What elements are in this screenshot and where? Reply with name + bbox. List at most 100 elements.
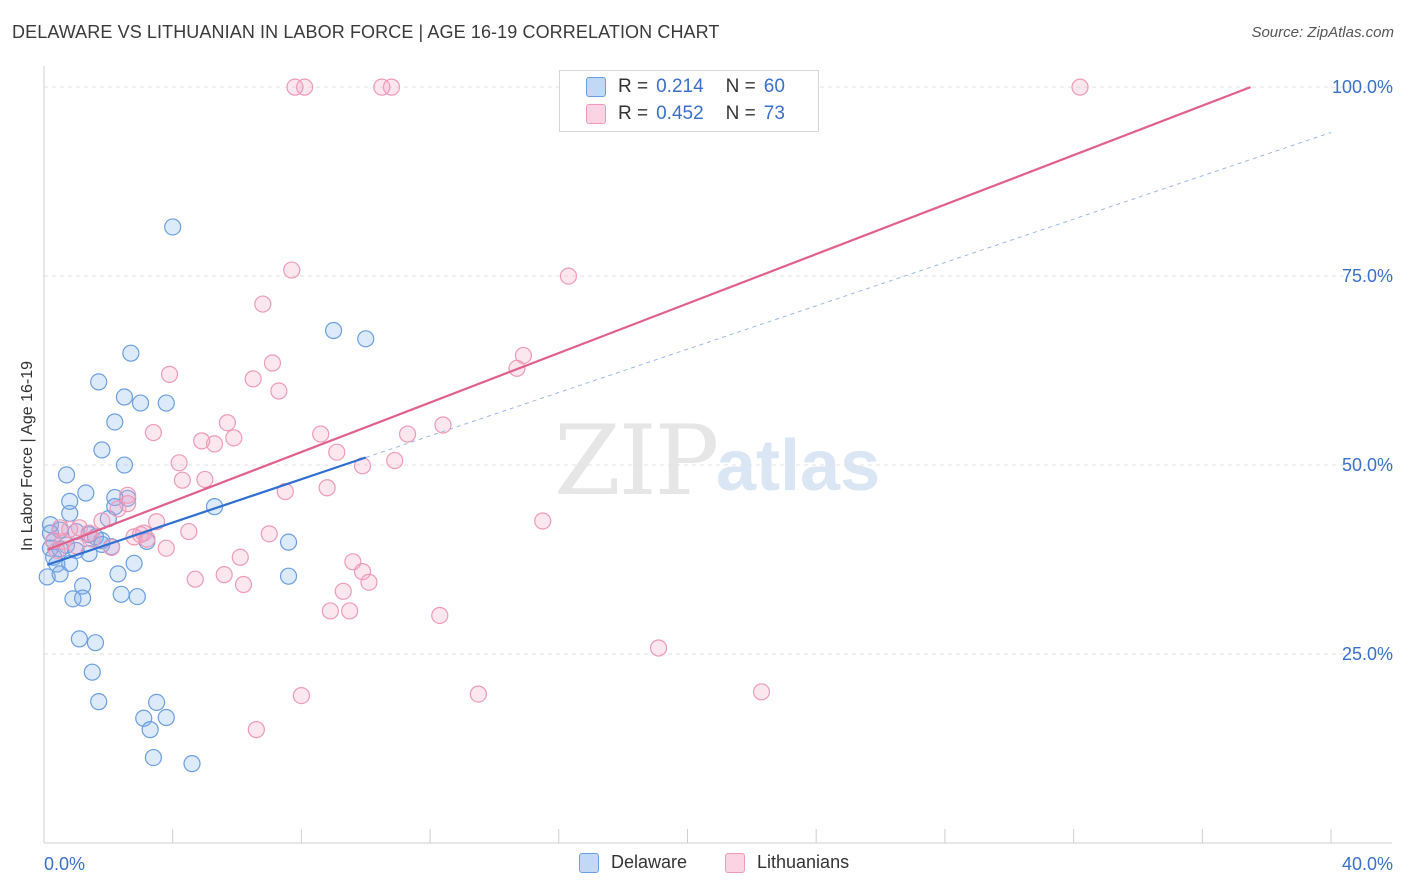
delaware-point [324,321,343,340]
lithuanian-point [244,370,262,388]
lithuanian-point [373,78,391,96]
lithuanian-point [321,602,339,620]
lithuanian-point [386,451,404,470]
lithuanian-trend-line [46,86,1251,551]
delaware-point [131,394,150,412]
lithuanian-point [382,78,401,96]
delaware-swatch [586,77,606,97]
lithuanian-point [254,295,272,313]
legend-label-lithuanians: Lithuanians [757,852,850,872]
delaware-legend-swatch [579,852,599,873]
delaware-point [125,554,143,572]
delaware-point [183,755,201,773]
delaware-point [279,567,298,585]
lithuanian-point [231,548,249,566]
r-value: 0.452 [656,103,704,124]
r-label: R = [618,76,649,97]
lithuanian-point [334,582,352,600]
lithuanian-point [247,721,265,739]
series-legend: Delaware Lithuanians [0,852,1406,876]
lithuanian-legend-swatch [725,852,745,873]
n-label: N = [725,103,756,124]
lithuanian-point [109,500,127,518]
delaware-point [122,344,140,362]
lithuanian-point [270,382,288,400]
lithuanian-point [296,78,314,96]
delaware-point [279,533,298,551]
delaware-point [115,456,134,474]
delaware-point [51,565,69,583]
delaware-trend-line [46,456,367,566]
delaware-trend-extension [365,131,1332,458]
delaware-point [90,693,108,711]
lithuanian-point [341,602,359,620]
lithuanian-point [144,423,162,442]
delaware-point [164,218,182,236]
delaware-point [157,708,175,727]
lithuanian-point [283,261,301,279]
n-label: N = [725,76,756,97]
lithuanian-point [119,495,137,513]
delaware-point [77,484,95,502]
delaware-point [70,630,88,648]
delaware-point [86,634,105,652]
delaware-point [57,466,76,484]
lithuanian-point [328,443,346,461]
lithuanian-point [318,479,336,497]
delaware-point [64,590,82,608]
lithuanian-point [434,416,452,434]
delaware-point [128,587,146,606]
lithuanian-point [292,687,310,705]
lithuanian-point [752,683,771,701]
lithuanian-point [186,570,204,588]
delaware-point [93,441,111,459]
lithuanian-point [131,525,150,544]
delaware-point [61,492,79,510]
lithuanian-point [170,454,188,472]
r-value: 0.214 [656,76,704,97]
r-label: R = [618,103,649,124]
delaware-point [148,693,166,712]
lithuanian-point [353,563,372,581]
lithuanian-point [218,414,236,432]
x-tick-label: 0.0% [44,854,85,874]
delaware-point [141,721,159,739]
delaware-point [83,663,101,681]
lithuanian-swatch [586,104,606,124]
lithuanian-point [469,685,487,703]
delaware-point [115,388,134,406]
delaware-point [157,394,175,412]
lithuanian-point [157,539,175,557]
lithuanian-point [125,528,143,546]
delaware-point [357,330,375,348]
lithuanian-point [534,512,552,530]
legend-label-delaware: Delaware [611,852,688,872]
lithuanian-point [173,471,191,489]
lithuanian-point [360,573,378,591]
legend-row-delaware: R = 0.214 N = 60 [560,74,785,100]
lithuanian-point [559,267,578,285]
delaware-point [144,748,162,767]
lithuanian-point [160,365,179,383]
lithuanian-point [196,470,214,489]
delaware-point [38,568,56,586]
y-tick-label: 25.0% [1342,644,1393,664]
delaware-point [112,585,130,603]
lithuanian-point [260,525,278,543]
lithuanian-point [1071,78,1089,96]
watermark-atlas: atlas [716,426,881,506]
y-axis-label: In Labor Force | Age 16-19 [19,360,36,552]
delaware-point [90,373,108,391]
lithuanian-point [225,429,243,447]
legend-item-lithuanians[interactable]: Lithuanians [725,852,849,873]
x-tick-label: 40.0% [1342,854,1393,874]
lithuanian-point [215,566,233,584]
delaware-point [74,589,92,607]
legend-item-delaware[interactable]: Delaware [579,852,687,873]
lithuanian-point [180,522,198,541]
lithuanian-point [312,425,330,443]
y-tick-label: 50.0% [1342,455,1393,475]
watermark-zip: ZIP [554,405,719,517]
y-tick-label: 100.0% [1332,77,1393,97]
n-value: 73 [763,103,785,124]
